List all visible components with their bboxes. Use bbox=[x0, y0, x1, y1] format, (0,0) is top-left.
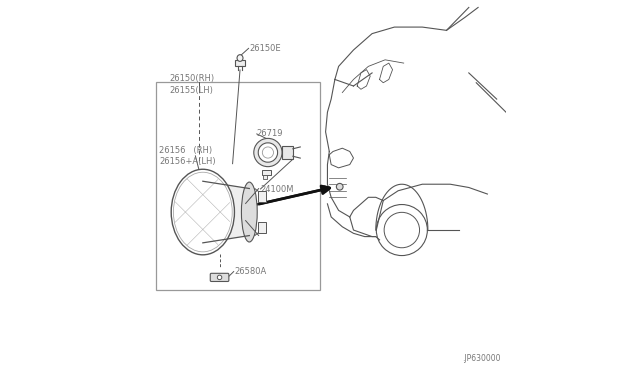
FancyBboxPatch shape bbox=[211, 273, 229, 282]
Bar bbox=[282, 146, 293, 159]
Ellipse shape bbox=[237, 55, 243, 61]
Bar bbox=[262, 170, 271, 175]
Bar bbox=[257, 222, 266, 233]
Ellipse shape bbox=[172, 169, 234, 255]
Text: 26580A: 26580A bbox=[234, 267, 267, 276]
Text: 26156+A(LH): 26156+A(LH) bbox=[159, 157, 216, 166]
Text: 24100M: 24100M bbox=[260, 185, 294, 194]
Text: 26150(RH): 26150(RH) bbox=[170, 74, 214, 83]
Text: .JP630000: .JP630000 bbox=[462, 354, 500, 363]
Text: 26156   (RH): 26156 (RH) bbox=[159, 146, 212, 155]
Circle shape bbox=[337, 183, 343, 190]
Ellipse shape bbox=[262, 147, 273, 158]
Text: 26719: 26719 bbox=[257, 129, 284, 138]
Ellipse shape bbox=[241, 182, 257, 242]
Bar bbox=[263, 175, 267, 179]
Circle shape bbox=[218, 275, 222, 280]
Text: 26150E: 26150E bbox=[250, 44, 281, 53]
Polygon shape bbox=[203, 181, 250, 243]
Text: 26155(LH): 26155(LH) bbox=[170, 86, 213, 94]
Bar bbox=[257, 191, 266, 202]
Bar bbox=[156, 82, 320, 290]
Bar bbox=[235, 60, 245, 66]
